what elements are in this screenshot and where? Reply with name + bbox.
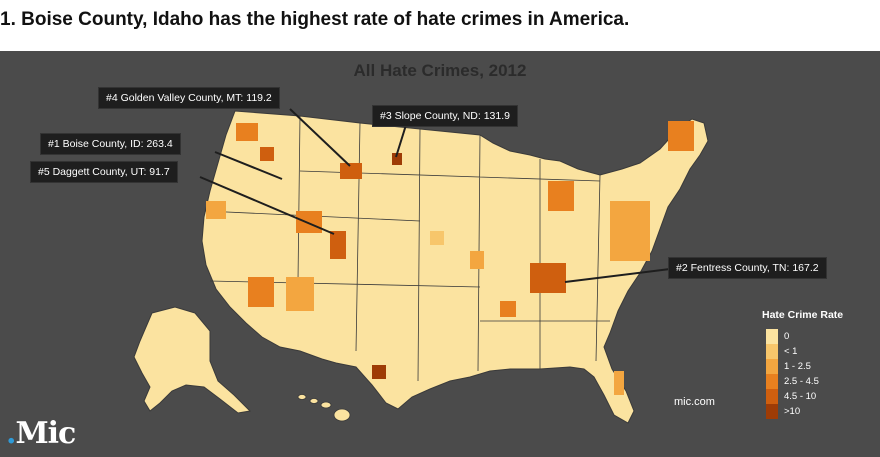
leader-line-daggett bbox=[199, 176, 335, 235]
callout-slope: #3 Slope County, ND: 131.9 bbox=[372, 105, 518, 127]
legend-item: >10 bbox=[766, 404, 880, 419]
legend-item: 1 - 2.5 bbox=[766, 359, 880, 374]
leader-line-fentress bbox=[564, 268, 671, 283]
leader-line-golden-valley bbox=[289, 108, 351, 167]
legend-label: < 1 bbox=[784, 346, 798, 357]
legend-swatch bbox=[766, 404, 778, 419]
legend: Hate Crime Rate 0 < 1 1 - 2.5 2.5 - 4.5 … bbox=[762, 309, 880, 419]
high-rate-counties bbox=[206, 121, 694, 395]
legend-swatch bbox=[766, 329, 778, 344]
leader-line-boise bbox=[214, 151, 283, 180]
legend-swatch bbox=[766, 389, 778, 404]
legend-item: 2.5 - 4.5 bbox=[766, 374, 880, 389]
callout-golden-valley: #4 Golden Valley County, MT: 119.2 bbox=[98, 87, 280, 109]
legend-label: 2.5 - 4.5 bbox=[784, 376, 819, 387]
hawaii-shape bbox=[297, 394, 351, 422]
legend-item: < 1 bbox=[766, 344, 880, 359]
alaska-shape bbox=[133, 306, 252, 414]
legend-label: >10 bbox=[784, 406, 801, 417]
mic-logo: .Mic bbox=[6, 416, 76, 451]
logo-word: Mic bbox=[15, 416, 76, 451]
callout-fentress: #2 Fentress County, TN: 167.2 bbox=[668, 257, 827, 279]
callout-leader-lines bbox=[199, 108, 671, 283]
legend-swatch bbox=[766, 344, 778, 359]
legend-item: 0 bbox=[766, 329, 880, 344]
legend-item: 4.5 - 10 bbox=[766, 389, 880, 404]
logo-dot: . bbox=[6, 416, 17, 451]
leader-line-slope bbox=[395, 124, 407, 158]
headline: 1. Boise County, Idaho has the highest r… bbox=[0, 9, 630, 30]
legend-swatch bbox=[766, 359, 778, 374]
us-county-map bbox=[133, 108, 709, 424]
legend-swatch bbox=[766, 374, 778, 389]
map-title: All Hate Crimes, 2012 bbox=[353, 61, 527, 80]
contiguous-us-shape bbox=[201, 110, 709, 424]
legend-label: 4.5 - 10 bbox=[784, 391, 817, 402]
source-credit: mic.com bbox=[674, 396, 715, 408]
callout-daggett: #5 Daggett County, UT: 91.7 bbox=[30, 161, 178, 183]
legend-label: 1 - 2.5 bbox=[784, 361, 811, 372]
map-panel: All Hate Crimes, 2012 #4 Golden Valley C… bbox=[0, 51, 880, 457]
legend-title: Hate Crime Rate bbox=[762, 309, 844, 321]
callout-boise: #1 Boise County, ID: 263.4 bbox=[40, 133, 181, 155]
legend-label: 0 bbox=[784, 331, 790, 342]
